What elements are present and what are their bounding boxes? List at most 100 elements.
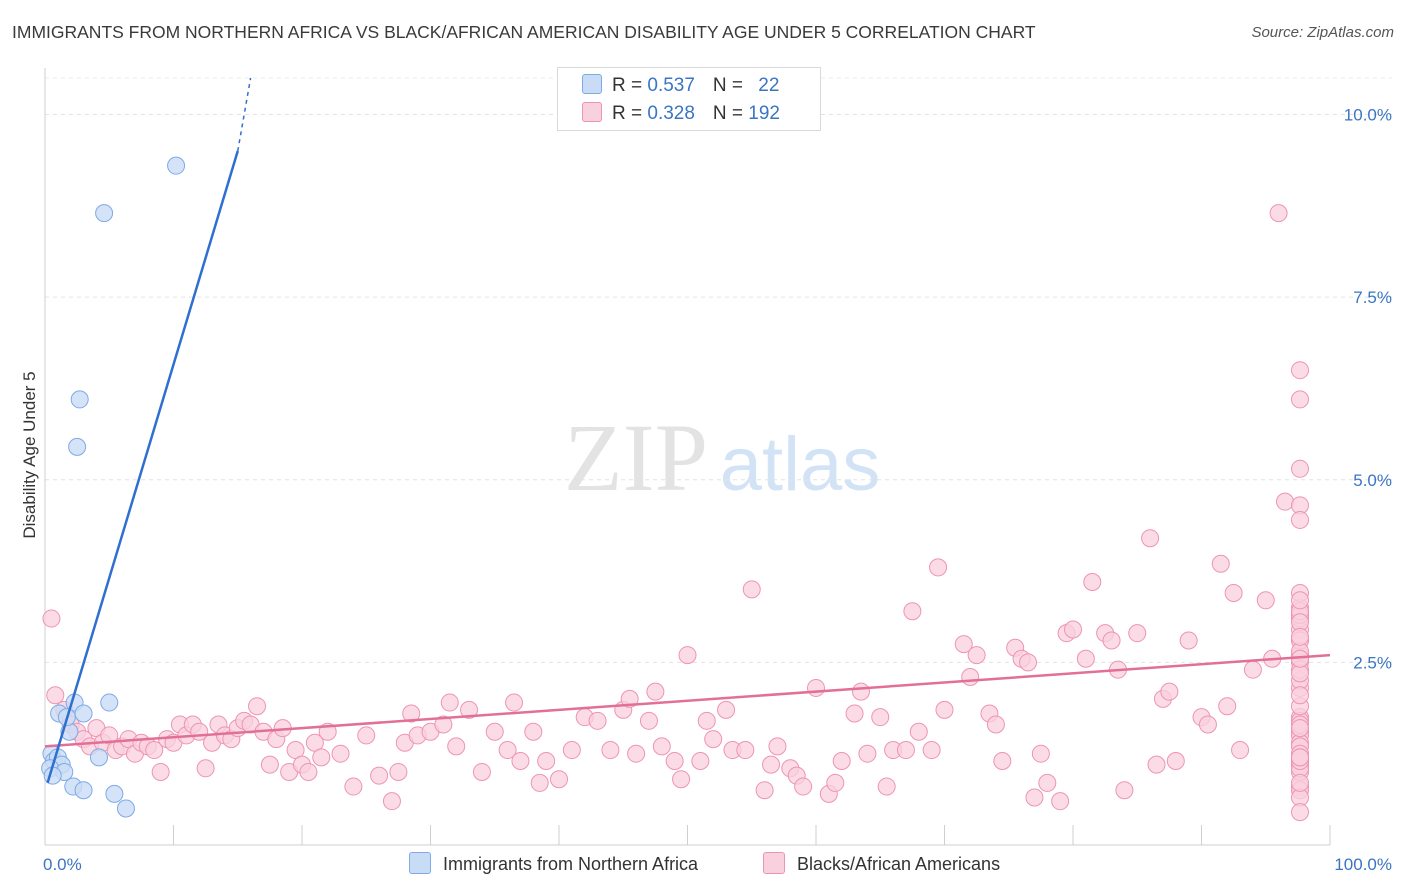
legend-row-blue: R = 0.537 N = 22: [582, 74, 779, 100]
pink-point: [472, 762, 491, 781]
tick-labels: 2.5% 5.0% 7.5% 10.0% 0.0% 100.0%: [43, 106, 1392, 874]
pink-point: [498, 741, 517, 760]
pink-point: [1291, 459, 1309, 478]
pink-point: [1025, 788, 1044, 807]
pink-point: [697, 711, 716, 730]
pink-point: [588, 711, 607, 730]
pink-point: [530, 773, 549, 792]
pink-point: [672, 770, 691, 789]
source-label: Source: ZipAtlas.com: [1251, 24, 1394, 41]
pink-point: [903, 602, 922, 621]
blue-point: [167, 156, 186, 175]
pink-point: [46, 686, 65, 705]
pink-point: [1291, 773, 1309, 792]
pink-point: [961, 667, 980, 686]
pink-point: [832, 751, 851, 770]
pink-point: [896, 741, 915, 760]
blue-point: [70, 390, 89, 409]
pink-point: [1291, 591, 1309, 610]
pink-point: [389, 762, 408, 781]
pink-point: [1256, 591, 1275, 610]
chart-title: IMMIGRANTS FROM NORTHERN AFRICA VS BLACK…: [12, 22, 1036, 42]
watermark-zip: ZIP: [564, 404, 708, 511]
pink-point: [704, 730, 723, 749]
pink-point: [1276, 492, 1295, 511]
y-axis-label: Disability Age Under 5: [20, 371, 39, 539]
pink-point: [986, 715, 1005, 734]
legend-swatch-blue: [409, 852, 431, 874]
pink-point: [1019, 653, 1038, 672]
pink-point: [717, 700, 736, 719]
pink-point: [909, 722, 928, 741]
pink-point: [299, 762, 318, 781]
pink-point: [620, 689, 639, 708]
pink-point: [851, 682, 870, 701]
y-tick-label: 5.0%: [1353, 471, 1392, 490]
x-tick-label: 0.0%: [43, 855, 82, 874]
legend-r-value: 0.328: [647, 103, 695, 124]
pink-point: [196, 759, 215, 778]
pink-point: [1147, 755, 1166, 774]
pink-point: [562, 741, 581, 760]
pink-point: [1160, 682, 1179, 701]
y-tick-label: 10.0%: [1344, 106, 1392, 125]
blue-point: [116, 799, 135, 818]
pink-point: [460, 700, 479, 719]
pink-point: [402, 704, 421, 723]
pink-point: [1031, 744, 1050, 763]
pink-point: [1291, 719, 1309, 738]
pink-point: [639, 711, 658, 730]
pink-point: [331, 744, 350, 763]
pink-point: [678, 646, 697, 665]
pink-point: [151, 762, 170, 781]
pink-point: [1231, 741, 1250, 760]
legend-swatch-blue: [582, 74, 602, 94]
trend-lines: [44, 77, 1331, 784]
legend-row-pink: R = 0.328 N = 192: [582, 102, 780, 128]
pink-point: [646, 682, 665, 701]
pink-point: [1115, 781, 1134, 800]
pink-point: [1224, 583, 1243, 602]
pink-point: [447, 737, 466, 756]
blue-point: [95, 204, 114, 223]
pink-point: [440, 693, 459, 712]
legend-swatch-pink: [582, 102, 602, 122]
pink-point: [762, 755, 781, 774]
blue-trend-line: [46, 150, 239, 784]
pink-point: [993, 751, 1012, 770]
blue-series-points: [41, 156, 186, 818]
pink-point: [1269, 204, 1288, 223]
pink-point: [1064, 620, 1082, 639]
pink-point: [845, 704, 864, 723]
pink-point: [1102, 631, 1121, 650]
blue-point: [68, 437, 87, 456]
pink-point: [935, 700, 954, 719]
pink-point: [807, 678, 825, 697]
legend-box: R = 0.537 N = 22 R = 0.328 N = 192: [557, 67, 821, 131]
pink-point: [248, 697, 267, 716]
pink-point: [755, 781, 774, 800]
pink-point: [826, 773, 845, 792]
pink-point: [1038, 773, 1057, 792]
legend-n-label: N =: [712, 75, 749, 96]
blue-point: [105, 784, 124, 803]
pink-point: [524, 722, 543, 741]
pink-point: [768, 737, 787, 756]
legend-n-label: N =: [712, 103, 749, 124]
pink-point: [485, 722, 504, 741]
blue-point: [74, 704, 93, 723]
pink-point: [652, 737, 671, 756]
legend-r-value: 0.537: [647, 75, 695, 96]
pink-point: [1076, 649, 1095, 668]
legend-r-label: R =: [612, 103, 648, 124]
pink-point: [601, 741, 620, 760]
pink-point: [1243, 660, 1262, 679]
legend-label-blue: Immigrants from Northern Africa: [443, 854, 699, 874]
pink-point: [1211, 554, 1230, 573]
pink-series-points: [42, 204, 1309, 822]
pink-point: [967, 646, 986, 665]
pink-point: [1141, 529, 1160, 548]
pink-point: [511, 751, 530, 770]
pink-point: [1291, 361, 1309, 380]
